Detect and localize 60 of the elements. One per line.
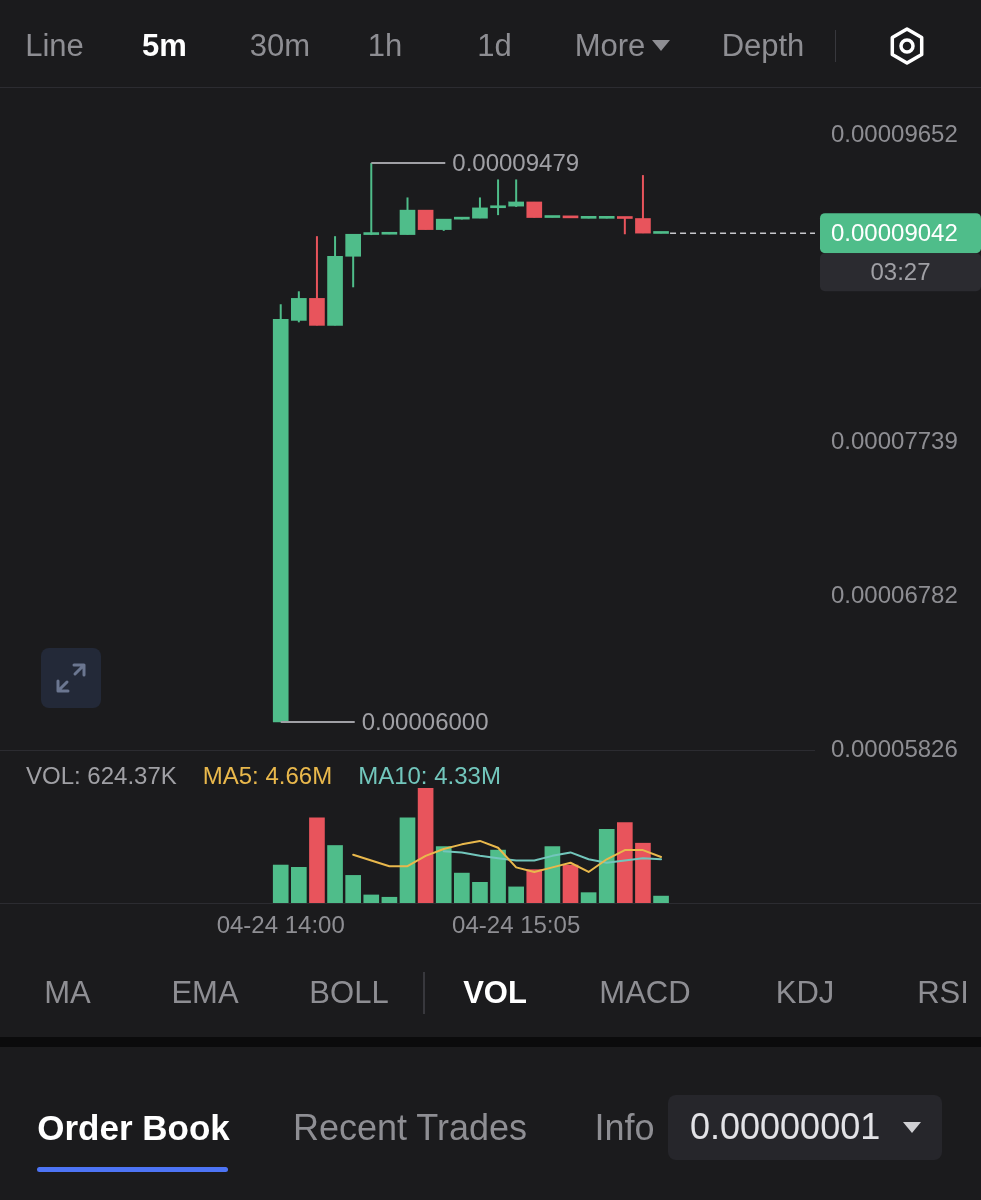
candlestick [417,209,434,231]
bar [580,892,597,903]
bar [635,842,651,903]
text: BOLL [309,975,389,1011]
dropdown: 0.00000001 [668,1095,942,1160]
bar [617,822,633,903]
candlestick [617,216,633,236]
text: 5m [142,28,187,64]
text: Order Book [37,1107,230,1149]
bar [399,817,416,903]
text: More [574,28,646,64]
text: Depth [721,28,805,64]
text: Recent Trades [292,1107,528,1149]
bar [309,817,325,903]
bar [653,895,669,903]
text: MA5: 4.66M [202,761,333,789]
text: EMA [171,975,239,1011]
bar [272,864,289,903]
bar [363,894,380,903]
candlestick [490,178,506,217]
text: 30m [249,28,311,64]
bar [562,864,579,903]
text: MA10: 4.33M [358,761,501,789]
text: VOL [463,975,527,1011]
candlestick [635,174,651,235]
text: 1h [367,28,403,64]
text: RSI [917,975,969,1011]
text: MA [44,975,91,1011]
bar [598,829,615,903]
y-tick-label: 0.00009652 [831,119,958,147]
y-tick-label: 0.00007739 [831,427,958,455]
bar [417,788,434,903]
x-tick-label: 04-24 15:05 [452,911,581,939]
candlestick [472,196,488,220]
bar [472,881,488,903]
x-tick-label: 04-24 14:00 [216,911,345,939]
bar [508,886,524,903]
text: Info [594,1107,655,1149]
bar [526,869,543,903]
text: Line [25,28,84,64]
annotation: 0.00009479 [452,148,580,176]
candlestick [363,161,380,237]
bar [381,896,398,903]
annotation: VOL: 624.37K [26,761,177,789]
bar [435,846,452,903]
text: KDJ [775,975,835,1011]
text: 1d [477,28,512,64]
text: MACD [599,975,691,1011]
text: 03:27 [870,257,931,285]
ref-line-label: 0.00009042 [831,218,958,246]
bar [327,845,343,903]
bar [291,867,307,903]
candlestick [345,233,361,289]
bar [345,875,361,903]
bar [454,872,470,903]
y-tick-label: 0.00006782 [831,580,958,608]
candlestick [291,290,307,324]
y-tick-label: 0.00005826 [831,734,958,762]
bar [490,849,506,903]
annotation: 0.00006000 [361,707,489,735]
